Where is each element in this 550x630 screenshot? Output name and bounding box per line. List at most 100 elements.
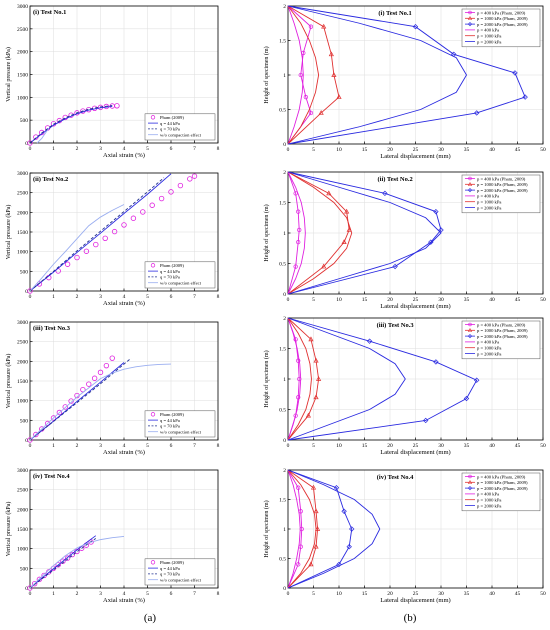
series-3	[29, 105, 113, 144]
x-tick-label: 25	[413, 443, 419, 449]
y-axis-label: Height of specimen (m)	[263, 350, 270, 407]
series-4	[29, 204, 125, 292]
legend-marker	[150, 412, 156, 417]
legend-box	[461, 174, 541, 214]
x-tick-label: 50	[540, 297, 546, 303]
data-point	[97, 369, 104, 376]
data-point	[33, 431, 39, 438]
y-tick-label: 1	[283, 231, 286, 237]
data-point	[321, 263, 327, 269]
data-point	[326, 190, 332, 196]
series-2	[287, 469, 321, 589]
series-2	[287, 5, 342, 145]
series-line	[29, 106, 113, 144]
data-point	[310, 484, 317, 490]
legend-entry: q = 44 kPa	[160, 418, 180, 423]
data-point	[114, 103, 120, 109]
data-point	[36, 576, 43, 583]
y-axis-label: Height of specimen (m)	[263, 204, 270, 261]
legend-entry: w/o compaction effect	[160, 578, 202, 583]
legend-entry: Pham (2009)	[160, 412, 184, 417]
x-tick-label: 0	[287, 591, 290, 597]
x-tick-label: 3	[99, 146, 102, 152]
series-6	[287, 469, 381, 589]
legend-entry: Pham (2009)	[160, 560, 184, 565]
legend-entry: p = 2000 kPa (Pham, 2009)	[477, 22, 528, 28]
y-tick-label: 2	[283, 4, 286, 10]
series-line	[29, 204, 125, 292]
series-line	[287, 317, 478, 441]
legend-marker	[467, 15, 473, 20]
data-point	[382, 190, 388, 197]
y-tick-label: 2	[283, 468, 286, 474]
legend-entry: p = 400 kPa	[477, 492, 499, 497]
legend-entry: p = 1000 kPa (Pham, 2009)	[477, 16, 528, 22]
y-tick-label: 2500	[17, 27, 28, 33]
x-tick-label: 40	[489, 147, 495, 153]
series-line	[29, 535, 97, 589]
y-tick-label: 2500	[17, 340, 28, 346]
x-tick-label: 20	[387, 443, 393, 449]
chart-panel-3: 0 1 2 3 4 5 6 7 8 0 500 1000 1500 2000 2500 3000 Axial s…	[5, 320, 220, 456]
x-tick-label: 15	[362, 443, 368, 449]
y-tick-label: 0.5	[279, 108, 286, 114]
x-tick-label: 6	[170, 443, 173, 449]
data-point	[512, 70, 518, 76]
legend-marker	[467, 479, 473, 484]
x-tick-label: 30	[438, 591, 444, 597]
x-tick-label: 5	[146, 591, 149, 597]
data-point	[392, 263, 398, 270]
x-tick-label: 10	[336, 297, 342, 303]
legend-entry: w/o compaction effect	[160, 133, 202, 138]
series-line	[287, 317, 302, 441]
data-point	[187, 176, 193, 182]
series-line	[287, 5, 340, 145]
legend-box	[144, 261, 216, 289]
x-tick-label: 40	[489, 443, 495, 449]
data-point	[336, 94, 342, 99]
legend-box	[144, 410, 216, 438]
chart-panel-7: 0 5 10 15 20 25 30 35 40 45 50 0 0.5 1 1.5 2 Lateral dis…	[263, 316, 546, 456]
x-tick-label: 2	[76, 294, 79, 300]
y-tick-label: 3000	[17, 468, 28, 474]
legend-entry: p = 1000 kPa	[477, 346, 501, 351]
legend-marker	[467, 181, 473, 186]
data-point	[308, 336, 314, 342]
data-point	[27, 437, 33, 443]
x-tick-label: 15	[362, 297, 368, 303]
series-line	[287, 171, 350, 295]
series-4	[29, 363, 172, 441]
legend-marker	[468, 176, 472, 181]
y-axis-label: Height of specimen (m)	[263, 46, 270, 103]
x-tick-label: 7	[193, 294, 196, 300]
y-tick-label: 1.5	[279, 201, 286, 207]
y-tick-label: 0	[25, 289, 28, 295]
x-tick-label: 5	[312, 591, 315, 597]
chart-panel-6: 0 5 10 15 20 25 30 35 40 45 50 0 0.5 1 1.5 2 Lateral dis…	[263, 170, 546, 310]
x-tick-label: 8	[217, 591, 220, 597]
series-line	[287, 317, 312, 441]
chart-panel-1: 0 1 2 3 4 5 6 7 8 0 500 1000 1500 2000 2500 3000 Axial s…	[5, 4, 220, 159]
data-point	[103, 362, 110, 369]
data-point	[474, 110, 480, 116]
y-tick-label: 1.5	[279, 39, 286, 45]
legend-entry: q = 44 kPa	[160, 566, 180, 571]
series-line	[287, 469, 381, 589]
data-point	[296, 485, 301, 490]
series-1	[287, 171, 302, 295]
chart-title: (i) Test No.1	[33, 9, 66, 16]
data-point	[86, 381, 92, 387]
legend: p = 400 kPa (Pham, 2009)p = 1000 kPa (Ph…	[461, 174, 541, 214]
data-point	[308, 110, 314, 116]
y-tick-label: 3000	[17, 320, 28, 326]
series-line	[287, 469, 353, 589]
legend-entry: p = 1000 kPa (Pham, 2009)	[477, 182, 528, 188]
x-tick-label: 7	[193, 146, 196, 152]
series-6	[287, 171, 442, 295]
legend-entry: p = 1000 kPa (Pham, 2009)	[477, 480, 528, 486]
legend-entry: q = 70 kPa	[160, 572, 180, 577]
x-tick-label: 20	[387, 297, 393, 303]
y-tick-label: 1000	[17, 250, 28, 256]
legend-entry: q = 70 kPa	[160, 275, 180, 280]
